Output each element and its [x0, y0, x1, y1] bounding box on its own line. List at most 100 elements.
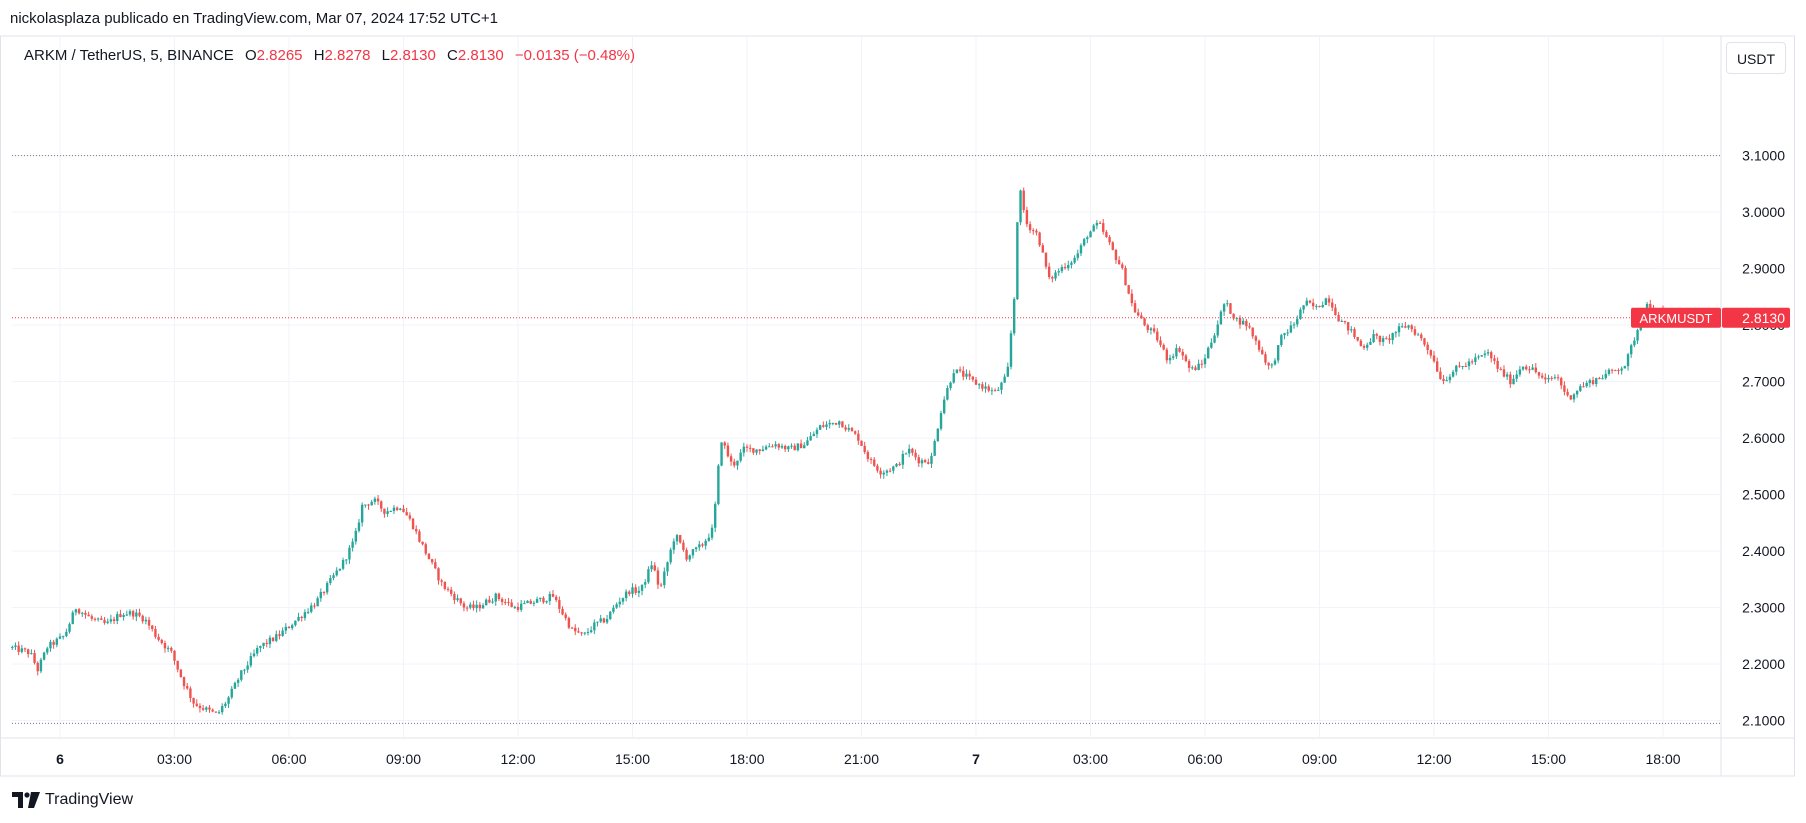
candle [1222, 303, 1226, 316]
candle [176, 660, 179, 673]
candle [1432, 351, 1436, 363]
candle-body [192, 698, 195, 704]
candle-body [453, 593, 456, 601]
candle-body [882, 472, 885, 475]
candle-body [1607, 369, 1611, 374]
candle-body [561, 608, 564, 615]
candle-body [1079, 245, 1083, 254]
candle-body [1375, 334, 1378, 336]
x-axis[interactable]: 6 03:00 06:00 09:00 12:00 15:00 18:00 21:00 7 03:… [56, 751, 1681, 767]
candle [927, 458, 930, 465]
candle [869, 457, 873, 464]
candle [1133, 300, 1137, 313]
candle-body [42, 652, 46, 660]
candle-body [1416, 334, 1420, 336]
candle [1518, 365, 1522, 377]
candle [373, 496, 377, 505]
candle [1467, 358, 1471, 370]
candle-body [599, 618, 602, 622]
candle-body [847, 428, 850, 430]
candle-body [125, 614, 128, 616]
candle [1334, 303, 1337, 316]
candle-body [230, 688, 233, 698]
candle-body [217, 712, 221, 714]
candle [262, 642, 265, 649]
candle-body [1394, 332, 1398, 334]
candle [1550, 376, 1553, 381]
candle [1143, 317, 1146, 327]
candle-body [513, 606, 517, 608]
candle [1369, 338, 1372, 345]
candle [271, 637, 275, 642]
candle [151, 624, 154, 632]
candles[interactable] [11, 0, 1674, 715]
candle-body [780, 445, 784, 448]
candle-body [710, 527, 714, 538]
candle [698, 540, 701, 551]
candle-body [653, 565, 656, 571]
candle [1156, 328, 1159, 343]
candle-body [990, 390, 994, 392]
candle-body [615, 604, 618, 608]
candle-body [755, 449, 758, 453]
candle-body [1292, 324, 1296, 326]
candle [1089, 230, 1092, 238]
candle [1528, 366, 1531, 374]
candle-body [796, 443, 800, 451]
candle [768, 443, 771, 448]
candle-body [157, 636, 160, 640]
candle-body [1095, 222, 1099, 226]
candle [984, 382, 987, 393]
candle [249, 652, 253, 668]
candle [1521, 366, 1525, 371]
candle-body [1591, 380, 1595, 385]
candle-body [160, 639, 163, 644]
candle-body [1168, 357, 1172, 361]
candle [81, 611, 84, 617]
candle-body [427, 553, 431, 560]
candle-body [186, 686, 189, 689]
candle-body [866, 452, 870, 459]
candle [1095, 220, 1099, 230]
y-axis[interactable]: 2.1000 2.2000 2.3000 2.4000 2.5000 2.6000 2.70… [1742, 148, 1785, 729]
candle [1028, 221, 1032, 234]
candle [360, 502, 364, 527]
candle-body [348, 547, 351, 560]
candle-body [936, 428, 940, 442]
candle [1273, 358, 1277, 366]
candle-body [205, 707, 208, 710]
candle [103, 616, 106, 625]
candle [612, 604, 615, 614]
candle-body [1273, 360, 1277, 365]
candle-body [1496, 360, 1499, 369]
candle [1092, 223, 1095, 232]
candle [653, 562, 656, 572]
low-label: L [381, 47, 390, 64]
candle [790, 443, 793, 449]
candle-body [535, 599, 539, 603]
candle [523, 600, 526, 605]
candle [1060, 264, 1064, 274]
candle-body [1051, 277, 1054, 279]
candle-body [345, 559, 348, 561]
candle [1076, 249, 1079, 261]
candle [752, 448, 755, 455]
candle-body [1490, 352, 1493, 359]
candle [392, 505, 396, 515]
candle [186, 682, 189, 691]
candle-body [469, 604, 472, 608]
candle-body [1149, 328, 1153, 331]
candle-body [1391, 332, 1394, 340]
candle [68, 622, 71, 634]
candle [154, 625, 157, 639]
x-tick-label: 12:00 [1416, 751, 1451, 767]
candle [1420, 332, 1423, 341]
candle [1470, 359, 1474, 365]
candle [74, 608, 78, 616]
candle [1537, 371, 1541, 379]
currency-button[interactable]: USDT [1726, 42, 1786, 74]
candle-body [1067, 264, 1070, 269]
candle [1575, 390, 1579, 398]
candle [504, 598, 507, 606]
